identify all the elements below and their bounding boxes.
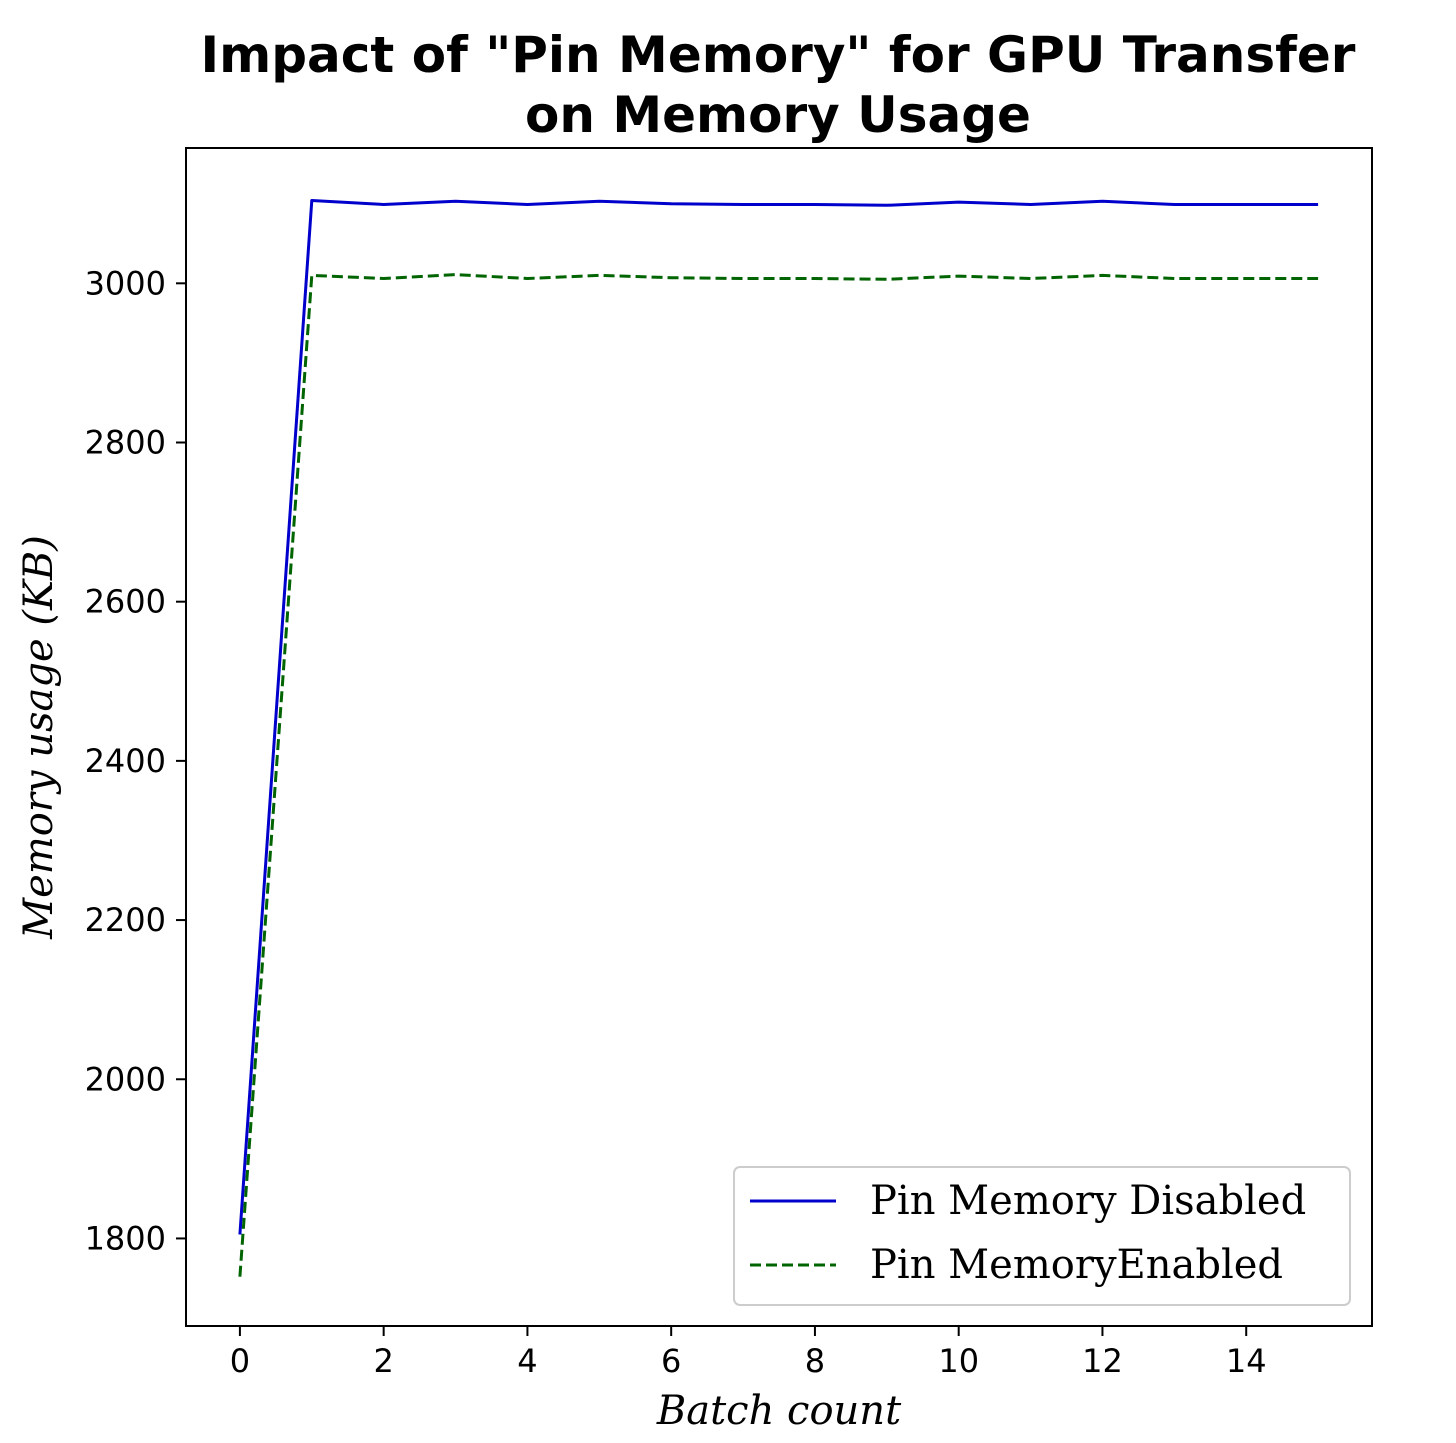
x-tick-label: 10: [938, 1342, 979, 1380]
x-tick-label: 4: [517, 1342, 537, 1380]
y-axis: 1800 2000 2200 2400 2600 2800 3000: [85, 264, 186, 1257]
legend: Pin Memory Disabled Pin MemoryEnabled: [733, 1166, 1351, 1306]
x-tick-label: 8: [805, 1342, 825, 1380]
legend-label-pin-memory-disabled: Pin Memory Disabled: [870, 1178, 1306, 1224]
x-tick-label: 6: [661, 1342, 681, 1380]
y-tick-label: 1800: [85, 1219, 166, 1257]
x-axis-label: Batch count: [656, 1388, 902, 1434]
x-tick-label: 14: [1226, 1342, 1267, 1380]
plot-lines: [238, 199, 1319, 1277]
series-line-pin-memoryenabled: [238, 273, 1319, 1277]
y-tick-label: 2200: [85, 901, 166, 939]
chart-title-line-1: Impact of "Pin Memory" for GPU Transfer: [201, 26, 1356, 84]
y-tick-label: 2600: [85, 583, 166, 621]
y-tick-label: 2000: [85, 1060, 166, 1098]
x-tick-label: 0: [230, 1342, 250, 1380]
y-tick-label: 2800: [85, 424, 166, 462]
chart-title-line-2: on Memory Usage: [525, 86, 1031, 144]
series-line-pin-memory-disabled: [238, 199, 1319, 1235]
plot-frame: [185, 147, 1373, 1327]
x-axis: 0 2 4 6 8 10 12 14: [230, 1326, 1267, 1380]
y-tick-label: 2400: [85, 742, 166, 780]
x-tick-label: 12: [1082, 1342, 1123, 1380]
legend-box: [733, 1166, 1351, 1306]
legend-label-pin-memory-enabled: Pin MemoryEnabled: [870, 1242, 1283, 1288]
x-tick-label: 2: [373, 1342, 393, 1380]
y-axis-label: Memory usage (KB): [16, 535, 62, 940]
y-tick-label: 3000: [85, 264, 166, 302]
